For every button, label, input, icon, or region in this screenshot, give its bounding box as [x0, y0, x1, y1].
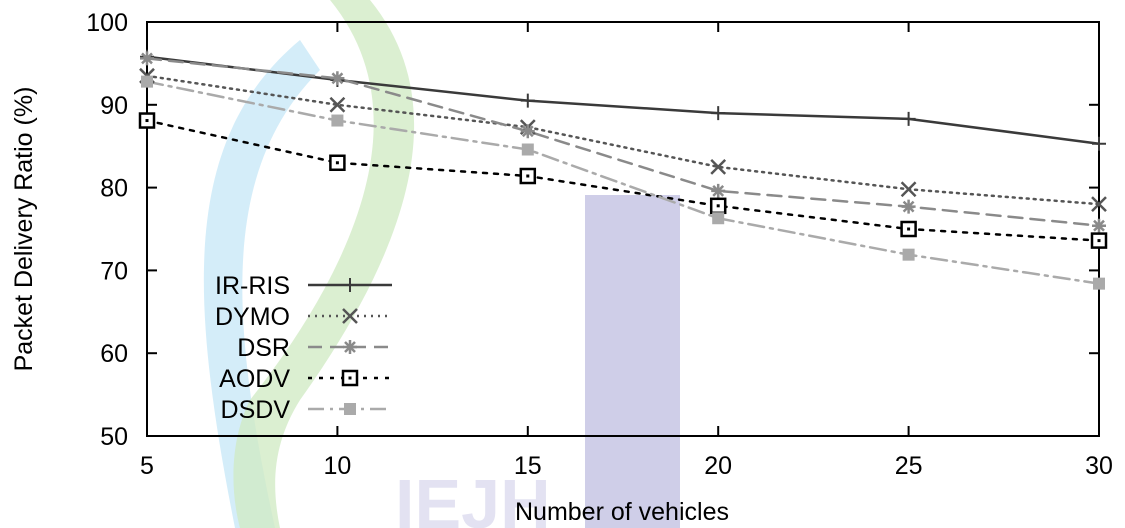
watermark-text: IEJH	[395, 465, 551, 528]
legend-marker	[341, 369, 359, 387]
data-point-aodv	[1090, 232, 1108, 249]
legend: IR-RIS DYMO DSR AODV DSDV	[215, 272, 392, 424]
legend-label: DSR	[237, 334, 290, 362]
data-point-dsdv	[902, 248, 915, 261]
series-markers	[138, 49, 1108, 290]
x-tick-label: 15	[514, 452, 542, 480]
data-point-ir-ris	[711, 106, 726, 121]
data-point-dsr	[1092, 218, 1106, 233]
legend-label: DSDV	[221, 396, 291, 424]
plot-axes: 5 10 15 20 25 30 50 60 70 80 90 100	[86, 9, 1113, 480]
x-tick-label: 5	[140, 452, 154, 480]
data-point-ir-ris	[901, 111, 916, 126]
y-tick-label: 70	[100, 257, 128, 285]
data-point-dymo	[329, 96, 346, 113]
legend-label: DYMO	[215, 303, 290, 331]
data-point-dsr	[520, 124, 535, 139]
data-point-aodv	[900, 220, 917, 238]
legend-label: AODV	[219, 365, 290, 393]
legend-item-dsr: DSR	[237, 334, 392, 362]
series-lines	[145, 55, 1101, 285]
data-point-aodv	[519, 167, 537, 185]
data-point-ir-ris	[520, 93, 535, 108]
x-tick-label: 20	[704, 452, 732, 480]
data-point-ir-ris	[1092, 136, 1106, 151]
data-point-aodv	[709, 197, 727, 215]
data-point-dsr	[330, 71, 345, 86]
legend-marker	[343, 278, 357, 292]
data-point-aodv	[138, 112, 156, 129]
legend-marker	[343, 340, 357, 354]
legend-item-dymo: DYMO	[215, 303, 392, 331]
x-tick-label: 25	[895, 452, 923, 480]
legend-item-aodv: AODV	[219, 365, 392, 393]
x-tick-label: 30	[1085, 452, 1113, 480]
series-line-aodv	[145, 119, 1101, 242]
background-watermark: IEJH	[203, 0, 680, 528]
y-axis-title: Packet Delivery Ratio (%)	[10, 87, 38, 372]
series-line-dsdv	[145, 80, 1101, 285]
legend-marker	[342, 308, 358, 324]
data-point-dsdv	[1093, 277, 1105, 290]
data-point-dsdv	[712, 212, 725, 225]
data-point-dymo	[1091, 196, 1107, 213]
x-tick-label: 10	[323, 452, 351, 480]
y-tick-label: 100	[86, 9, 128, 37]
data-point-dymo	[900, 181, 917, 198]
y-tick-label: 90	[100, 92, 128, 120]
legend-marker	[344, 403, 356, 415]
data-point-dsr	[140, 51, 154, 66]
series-line-dsr	[145, 57, 1101, 227]
x-axis-title: Number of vehicles	[515, 498, 729, 526]
data-point-dsr	[711, 183, 726, 198]
legend-item-dsdv: DSDV	[221, 396, 392, 424]
legend-item-ir-ris: IR-RIS	[215, 272, 392, 300]
data-point-dsdv	[141, 75, 153, 88]
data-point-dymo	[710, 159, 727, 175]
data-point-dsdv	[521, 143, 534, 156]
series-line-dymo	[145, 74, 1101, 206]
data-point-aodv	[329, 154, 346, 172]
data-point-dsdv	[331, 114, 344, 127]
legend-label: IR-RIS	[215, 272, 290, 300]
y-tick-label: 50	[100, 423, 128, 451]
y-tick-label: 60	[100, 340, 128, 368]
y-tick-label: 80	[100, 175, 128, 203]
data-point-dsr	[901, 199, 916, 214]
